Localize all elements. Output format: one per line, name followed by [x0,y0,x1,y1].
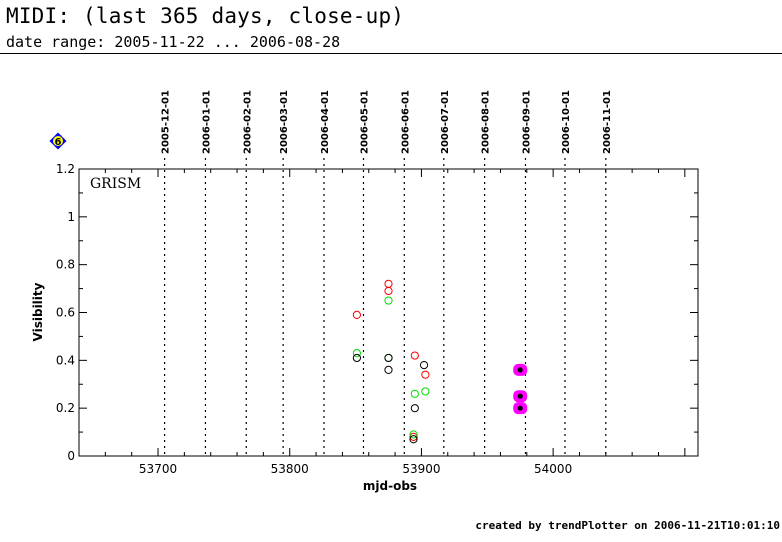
month-marker-label: 2006-05-01 [359,90,370,154]
data-point [352,353,361,363]
y-axis-label: Visibility [31,282,45,341]
highlight-point-center [517,367,523,373]
x-axis-label: mjd-obs [363,479,417,493]
month-marker-label: 2006-09-01 [521,90,532,154]
y-tick-label: 0 [67,449,75,463]
data-point [421,370,430,379]
header-divider [0,53,782,54]
y-tick-label: 0.4 [56,353,75,367]
data-point [410,389,419,398]
data-point [384,365,393,374]
data-point [410,351,419,360]
x-axis-ticks: 53700 53800 53900 54000 [104,169,686,476]
data-point [352,349,361,358]
month-marker-label: 2006-07-01 [440,90,451,154]
month-marker-label: 2006-02-01 [242,90,253,154]
data-point [352,310,361,319]
y-tick-label: 0.6 [56,306,75,320]
x-tick-label: 53800 [271,462,309,476]
date-range-subtitle: date range: 2005-11-22 ... 2006-08-28 [6,33,341,51]
x-tick-label: 54000 [534,462,572,476]
y-tick-label: 0.8 [56,258,75,272]
badge: 6 [49,132,67,150]
month-marker-label: 2006-03-01 [279,90,290,154]
month-marker-label: 2006-08-01 [481,90,492,154]
y-axis-ticks: 0 0.2 0.4 0.6 0.8 1 1.2 [56,162,698,463]
data-point [421,387,430,396]
month-markers: 2005-12-01 2006-01-01 2006-02-01 2006-03-01… [161,90,613,456]
x-tick-label: 53700 [139,462,177,476]
month-marker-label: 2006-04-01 [320,90,331,154]
data-point [409,435,418,444]
data-point [410,404,419,413]
month-marker-label: 2006-10-01 [561,90,572,154]
y-tick-label: 0.2 [56,401,75,415]
month-marker-label: 2006-11-01 [602,90,613,154]
data-point [384,286,393,296]
plot-frame [78,168,699,457]
y-tick-label: 1.2 [56,162,75,176]
badge-label: 6 [55,137,62,148]
month-marker-label: 2006-01-01 [201,90,212,154]
data-point [384,353,393,363]
month-marker-label: 2006-06-01 [400,90,411,154]
data-point [409,432,418,441]
highlight-point-center [517,405,523,411]
data-point [419,361,429,370]
data-points [352,279,528,444]
data-point [384,296,393,305]
footer-credit: created by trendPlotter on 2006-11-21T10… [475,519,780,532]
month-marker-label: 2005-12-01 [161,90,172,154]
y-tick-label: 1 [67,210,75,224]
x-tick-label: 53900 [402,462,440,476]
page-title: MIDI: (last 365 days, close-up) [6,4,405,28]
data-point [409,430,418,439]
panel-label: GRISM [90,176,141,192]
data-point [384,279,393,288]
highlight-point-center [517,393,523,399]
badge-center [53,136,63,146]
